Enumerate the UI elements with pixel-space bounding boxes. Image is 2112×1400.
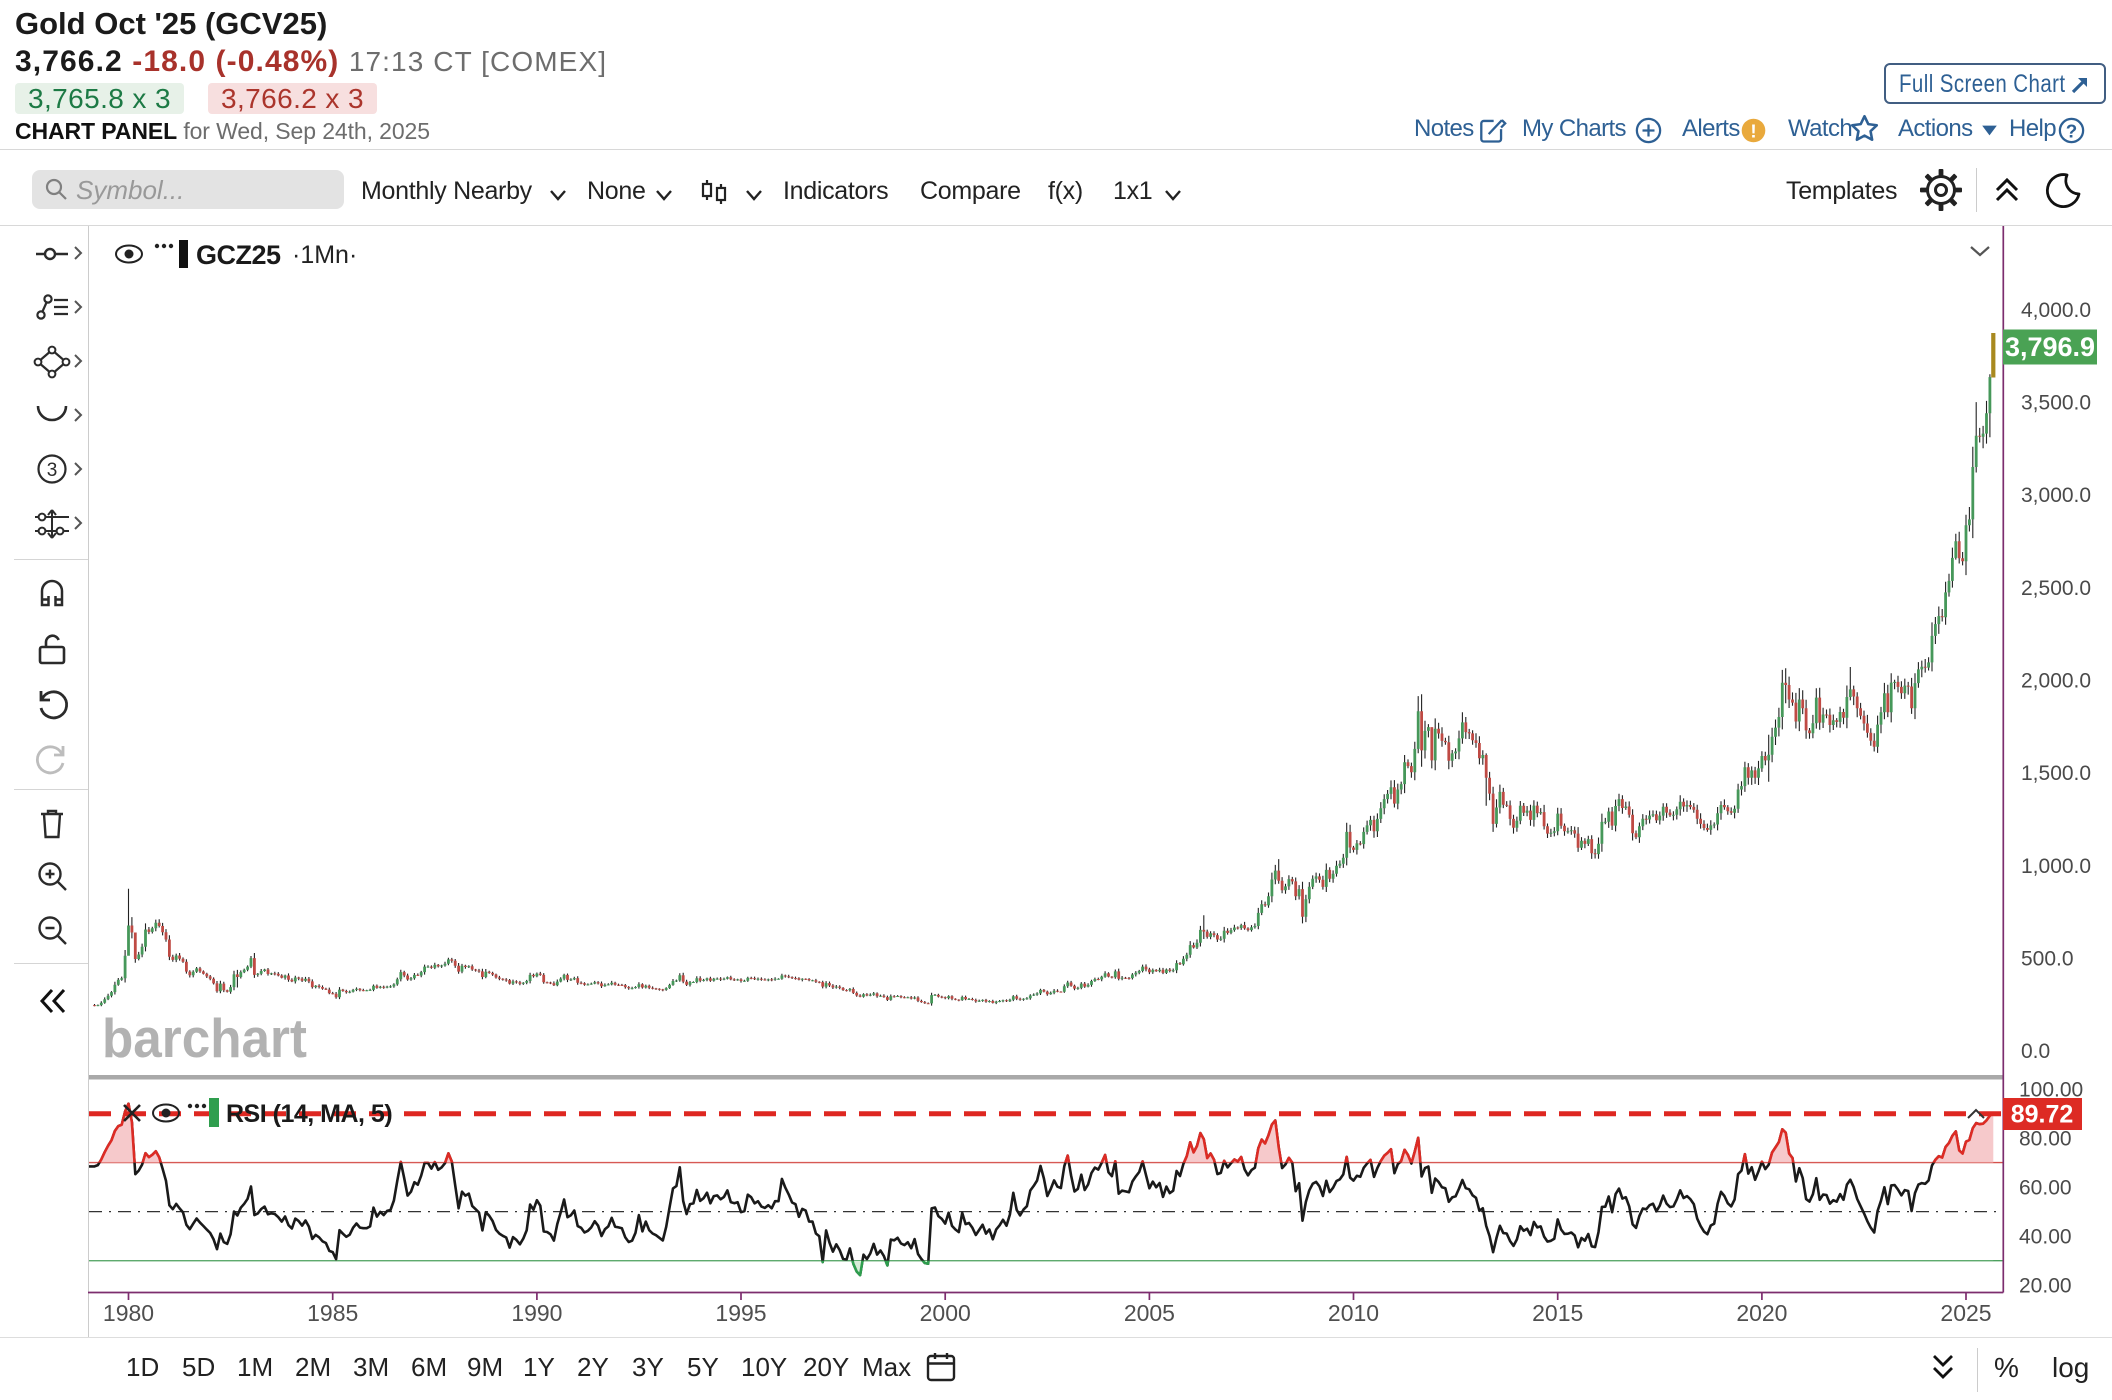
svg-text:2005: 2005: [1124, 1300, 1175, 1326]
svg-text:2015: 2015: [1532, 1300, 1583, 1326]
svg-text:4,000.0: 4,000.0: [2021, 299, 2091, 322]
svg-text:2020: 2020: [1736, 1300, 1787, 1326]
svg-text:2025: 2025: [1940, 1300, 1991, 1326]
svg-text:1,000.0: 1,000.0: [2021, 855, 2091, 878]
svg-text:89.72: 89.72: [2011, 1101, 2074, 1129]
svg-text:2,000.0: 2,000.0: [2021, 670, 2091, 693]
svg-text:2000: 2000: [920, 1300, 971, 1326]
svg-text:1,500.0: 1,500.0: [2021, 762, 2091, 785]
svg-text:RSI (14, MA, 5): RSI (14, MA, 5): [226, 1100, 392, 1128]
svg-text:GCZ25: GCZ25: [196, 240, 281, 270]
svg-text:60.00: 60.00: [2019, 1177, 2072, 1200]
svg-text:100.00: 100.00: [2019, 1079, 2083, 1102]
svg-text:3: 3: [47, 460, 58, 481]
svg-text:barchart: barchart: [102, 1007, 307, 1069]
svg-text:?: ?: [2066, 120, 2077, 141]
svg-text:2,500.0: 2,500.0: [2021, 577, 2091, 600]
svg-text:!: !: [1750, 120, 1756, 141]
svg-text:3,500.0: 3,500.0: [2021, 392, 2091, 415]
svg-text:1990: 1990: [511, 1300, 562, 1326]
svg-text:1985: 1985: [307, 1300, 358, 1326]
svg-text:1995: 1995: [715, 1300, 766, 1326]
svg-text:80.00: 80.00: [2019, 1128, 2072, 1151]
svg-text:2010: 2010: [1328, 1300, 1379, 1326]
svg-text:40.00: 40.00: [2019, 1226, 2072, 1249]
svg-text:500.0: 500.0: [2021, 947, 2074, 970]
svg-text:3,796.9: 3,796.9: [2005, 332, 2095, 362]
svg-text:20.00: 20.00: [2019, 1275, 2072, 1298]
svg-text:·1Mn·: ·1Mn·: [292, 241, 357, 269]
svg-text:3,000.0: 3,000.0: [2021, 484, 2091, 507]
svg-text:0.0: 0.0: [2021, 1040, 2050, 1063]
svg-text:1980: 1980: [103, 1300, 154, 1326]
